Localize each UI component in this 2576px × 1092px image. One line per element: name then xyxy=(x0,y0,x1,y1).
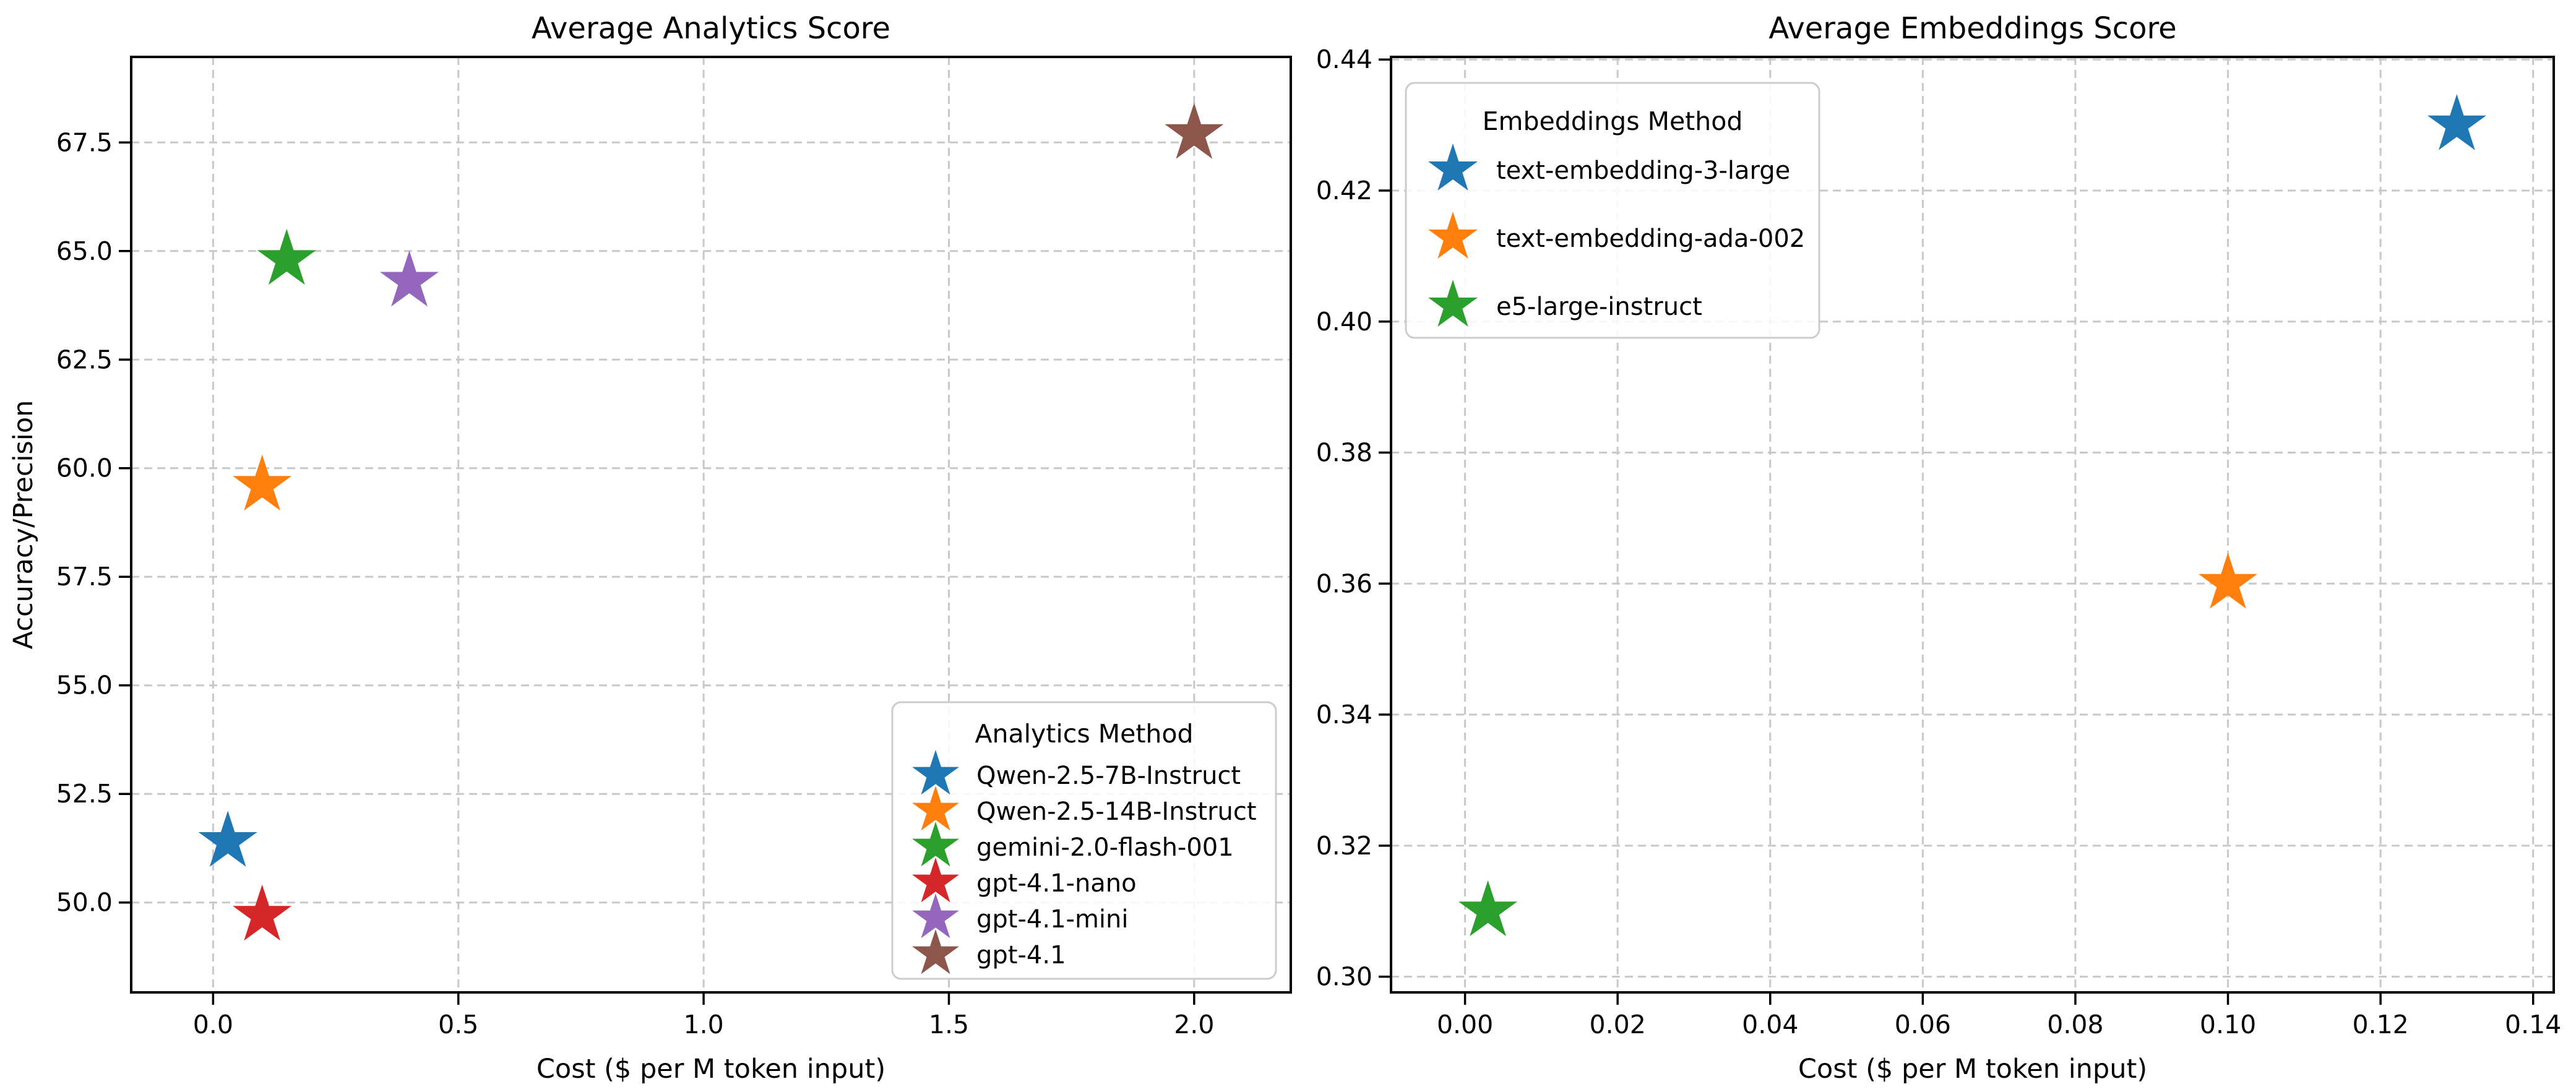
axes-spines xyxy=(1390,56,2555,994)
legend-entry-label: text-embedding-3-large xyxy=(1496,157,1790,185)
legend-marker xyxy=(912,893,959,939)
y-tick-label: 0.38 xyxy=(1316,438,1372,468)
x-axis-label: Cost ($ per M token input) xyxy=(1798,1054,2147,1085)
y-tick-label: 55.0 xyxy=(56,671,113,700)
x-tick-label: 0.5 xyxy=(438,1010,478,1039)
analytics-chart: 0.0 0.5 1.0 1.5 2.0 50.0 52.5 55.0 57.5 60.0 62.5 6… xyxy=(8,11,1292,1085)
legend-marker xyxy=(912,750,959,795)
y-tick-label: 57.5 xyxy=(56,562,113,591)
legend-box xyxy=(1405,82,1820,339)
x-tick-label: 0.04 xyxy=(1742,1010,1798,1039)
data-point xyxy=(198,810,257,867)
legend-marker xyxy=(1428,280,1478,327)
axis-ticks: 0.0 0.5 1.0 1.5 2.0 50.0 52.5 55.0 57.5 60.0 62.5 6… xyxy=(56,127,1215,1039)
legend-entry-label: Qwen-2.5-14B-Instruct xyxy=(976,798,1257,826)
x-tick-label: 2.0 xyxy=(1174,1010,1214,1039)
axis-ticks: 0.00 0.02 0.04 0.06 0.08 0.10 0.12 0.14 0.30 0.32… xyxy=(1316,45,2562,1039)
legend-entry-label: text-embedding-ada-002 xyxy=(1496,225,1805,253)
x-tick-label: 0.08 xyxy=(2047,1010,2103,1039)
y-tick-label: 0.30 xyxy=(1316,962,1372,992)
legend-entry-label: gemini-2.0-flash-001 xyxy=(976,833,1234,862)
y-tick-label: 0.44 xyxy=(1316,45,1372,74)
x-tick-label: 0.0 xyxy=(193,1010,233,1039)
x-axis-label: Cost ($ per M token input) xyxy=(536,1054,885,1085)
x-tick-label: 1.5 xyxy=(929,1010,969,1039)
y-tick-label: 0.34 xyxy=(1316,700,1372,729)
y-tick-label: 0.40 xyxy=(1316,307,1372,337)
legend: text-embedding-3-large text-embedding-ada… xyxy=(1405,82,1820,339)
legend: Qwen-2.5-7B-Instruct Qwen-2.5-14B-Instruc… xyxy=(891,701,1277,980)
legend-entry-label: Qwen-2.5-7B-Instruct xyxy=(976,762,1241,790)
legend-title: Analytics Method xyxy=(975,719,1194,749)
y-tick-label: 60.0 xyxy=(56,454,113,483)
legend-entry-label: gpt-4.1-mini xyxy=(976,905,1129,934)
data-points xyxy=(1458,94,2486,937)
data-points xyxy=(198,103,1224,941)
legend-marker xyxy=(912,858,959,903)
x-tick-label: 1.0 xyxy=(683,1010,723,1039)
y-tick-label: 62.5 xyxy=(56,345,113,374)
data-point xyxy=(233,884,292,941)
embeddings-chart: 0.00 0.02 0.04 0.06 0.08 0.10 0.12 0.14 0.30 0.32… xyxy=(1316,11,2562,1085)
data-point xyxy=(2199,552,2258,609)
y-tick-label: 67.5 xyxy=(56,127,113,157)
data-point xyxy=(1165,103,1224,159)
axes-frame xyxy=(1390,56,2555,994)
legend-box xyxy=(891,701,1277,980)
axes-spines xyxy=(130,56,1292,994)
y-tick-label: 0.42 xyxy=(1316,176,1372,205)
y-tick-label: 65.0 xyxy=(56,236,113,266)
y-tick-label: 0.32 xyxy=(1316,831,1372,861)
legend-entry-label: e5-large-instruct xyxy=(1496,293,1702,321)
data-point xyxy=(379,250,439,307)
chart-title: Average Embeddings Score xyxy=(1768,11,2176,46)
data-point xyxy=(257,228,316,285)
legend-entry-label: gpt-4.1 xyxy=(976,941,1066,969)
legend-marker xyxy=(912,929,959,974)
data-point xyxy=(233,454,292,511)
legend-entry-label: gpt-4.1-nano xyxy=(976,869,1137,898)
x-tick-label: 0.14 xyxy=(2505,1010,2561,1039)
axes-frame xyxy=(130,56,1292,994)
legend-marker xyxy=(912,822,959,867)
x-tick-label: 0.12 xyxy=(2352,1010,2408,1039)
x-tick-label: 0.02 xyxy=(1590,1010,1646,1039)
y-tick-label: 0.36 xyxy=(1316,569,1372,598)
legend-title: Embeddings Method xyxy=(1483,106,1743,136)
x-tick-label: 0.10 xyxy=(2200,1010,2256,1039)
legend-marker xyxy=(1428,212,1478,259)
x-tick-label: 0.06 xyxy=(1895,1010,1951,1039)
legend-marker xyxy=(1428,144,1478,191)
x-tick-label: 0.00 xyxy=(1437,1010,1493,1039)
chart-title: Average Analytics Score xyxy=(532,11,890,46)
data-point xyxy=(1458,880,1518,937)
data-point xyxy=(2427,94,2486,150)
y-tick-label: 50.0 xyxy=(56,888,113,918)
y-axis-label: Accuracy/Precision xyxy=(8,400,39,650)
y-tick-label: 52.5 xyxy=(56,779,113,809)
legend-marker xyxy=(912,786,959,831)
